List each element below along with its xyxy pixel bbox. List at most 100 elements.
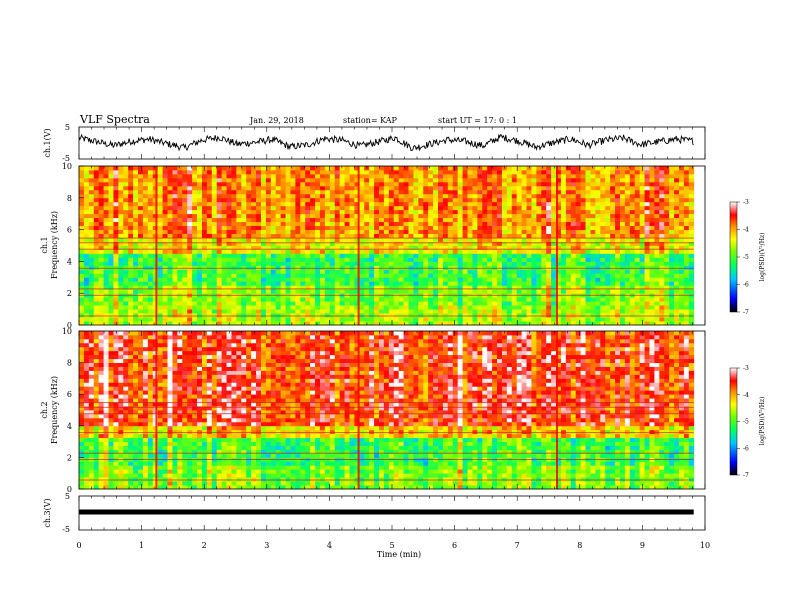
ch1-spectrogram-cell: [497, 205, 503, 211]
ch1-spectrogram-cell: [560, 221, 567, 227]
ch1-spectrogram-cell: [654, 249, 660, 254]
ch1-spectrogram-cell: [236, 169, 242, 175]
ch1-spectrogram-cell: [226, 269, 232, 274]
ch1-spectrogram-cell: [678, 225, 685, 231]
ch1-spectrogram-cell: [590, 177, 596, 183]
ch1-spectrogram-cell: [462, 301, 468, 306]
ch1-spectrogram-cell: [118, 301, 124, 306]
ch1-spectrogram-cell: [615, 261, 621, 266]
ch1-spectrogram-cell: [172, 273, 178, 278]
ch1-spectrogram-cell: [467, 177, 473, 183]
ch1-spectrogram-cell: [452, 209, 459, 215]
ch1-spectrogram-cell: [413, 253, 419, 258]
ch1-spectrogram-cell: [556, 241, 562, 246]
ch1-spectrogram-cell: [167, 285, 173, 290]
ch1-spectrogram-cell: [167, 277, 173, 282]
ch1-spectrogram-cell: [138, 217, 144, 223]
ch1-spectrogram-cell: [413, 189, 419, 195]
ch1-spectrogram-cell: [472, 297, 478, 302]
ch1-spectrogram-cell: [349, 201, 355, 207]
ch1-spectrogram-cell: [138, 305, 144, 310]
ch1-spectrogram-cell: [501, 221, 508, 227]
ch1-spectrogram-cell: [201, 265, 208, 270]
ch1-spectrogram-cell: [334, 265, 341, 270]
ch1-spectrogram-cell: [624, 265, 631, 270]
ch1-spectrogram-cell: [610, 309, 616, 314]
ch1-spectrogram-cell: [79, 313, 85, 318]
ch1-spectrogram-cell: [339, 229, 345, 234]
ch1-spectrogram-cell: [580, 205, 586, 211]
ch1-spectrogram-cell: [226, 177, 232, 183]
ch1-spectrogram-cell: [634, 317, 641, 322]
ch1-spectrogram-cell: [408, 289, 414, 294]
ch1-spectrogram-cell: [167, 237, 173, 242]
ch1-spectrogram-cell: [324, 221, 331, 227]
ch1-spectrogram-cell: [275, 237, 282, 242]
ch1-spectrogram-cell: [265, 181, 272, 187]
ch1-spectrogram-cell: [570, 181, 577, 187]
ch1-spectrogram-cell: [428, 237, 434, 242]
ch1-spectrogram-cell: [177, 205, 183, 211]
ch1-spectrogram-cell: [551, 309, 557, 314]
ch1-spectrogram-cell: [492, 173, 498, 179]
ch1-spectrogram-cell: [521, 309, 527, 314]
ch1-spectrogram-cell: [369, 169, 375, 175]
ch1-spectrogram-cell: [408, 253, 414, 258]
ch1-spectrogram-cell: [511, 221, 518, 227]
ch1-spectrogram-cell: [447, 241, 454, 246]
ch1-spectrogram-cell: [98, 233, 104, 238]
ch1-spectrogram-cell: [428, 309, 434, 314]
ch1-spectrogram-cell: [615, 185, 621, 191]
ch1-spectrogram-cell: [103, 185, 109, 191]
ch1-spectrogram-cell: [452, 213, 459, 219]
ch1-spectrogram-cell: [334, 217, 341, 223]
ch1-spectrogram-cell: [629, 265, 636, 270]
ch1-spectrogram-cell: [383, 249, 390, 254]
ch1-spectrogram-cell: [157, 213, 164, 219]
ch1-spectrogram-cell: [526, 245, 532, 250]
ch1-spectrogram-cell: [138, 301, 144, 306]
ch1-spectrogram-cell: [629, 289, 636, 294]
ch1-spectrogram-cell: [659, 273, 665, 278]
ch1-spectrogram-cell: [172, 249, 178, 254]
ch1-spectrogram-cell: [324, 193, 331, 199]
ch1-spectrogram-cell: [324, 309, 331, 314]
ch1-spectrogram-cell: [88, 197, 95, 203]
ch1-spectrogram-cell: [123, 301, 129, 306]
ch1-spectrogram-cell: [88, 225, 95, 231]
ch1-spectrogram-cell: [570, 261, 577, 266]
ch1-spectrogram-cell: [615, 249, 621, 254]
ch1-spectrogram-cell: [329, 257, 336, 262]
ch1-spectrogram-cell: [260, 289, 267, 294]
ch1-spectrogram-cell: [452, 261, 459, 266]
ch1-spectrogram-cell: [674, 289, 680, 294]
ch1-spectrogram-cell: [319, 249, 326, 254]
ch1-spectrogram-cell: [123, 173, 129, 179]
ch1-spectrogram-cell: [103, 321, 109, 326]
ch1-spectrogram-cell: [216, 249, 223, 254]
ch1-spectrogram-cell: [79, 309, 85, 314]
ch1-spectrogram-cell: [241, 181, 247, 187]
ch1-spectrogram-cell: [615, 177, 621, 183]
ch1-spectrogram-cell: [659, 309, 665, 314]
ch1-spectrogram-cell: [260, 281, 267, 286]
ch1-spectrogram-cell: [162, 305, 168, 310]
ch1-spectrogram-cell: [497, 209, 503, 215]
ch1-spectrogram-cell: [487, 257, 493, 262]
ch1-spectrogram-cell: [649, 245, 655, 250]
ch1-spectrogram-cell: [536, 249, 542, 254]
ch1-spectrogram-cell: [413, 297, 419, 302]
ch1-spectrogram-cell: [482, 261, 488, 266]
ch1-spectrogram-cell: [595, 221, 601, 227]
ch1-spectrogram-cell: [487, 177, 493, 183]
ch1-spectrogram-cell: [265, 225, 272, 231]
ch1-spectrogram-cell: [295, 309, 301, 314]
ch1-spectrogram-cell: [182, 301, 188, 306]
ch1-spectrogram-cell: [585, 257, 591, 262]
ch1-spectrogram-cell: [157, 185, 164, 191]
ch1-spectrogram-cell: [83, 297, 90, 302]
ch1-spectrogram-cell: [354, 281, 360, 286]
ch1-spectrogram-cell: [344, 313, 350, 318]
ch1-waveform-panel: 5 -5 ch.1(V): [43, 123, 706, 163]
ch1-spectrogram-cell: [147, 233, 154, 238]
